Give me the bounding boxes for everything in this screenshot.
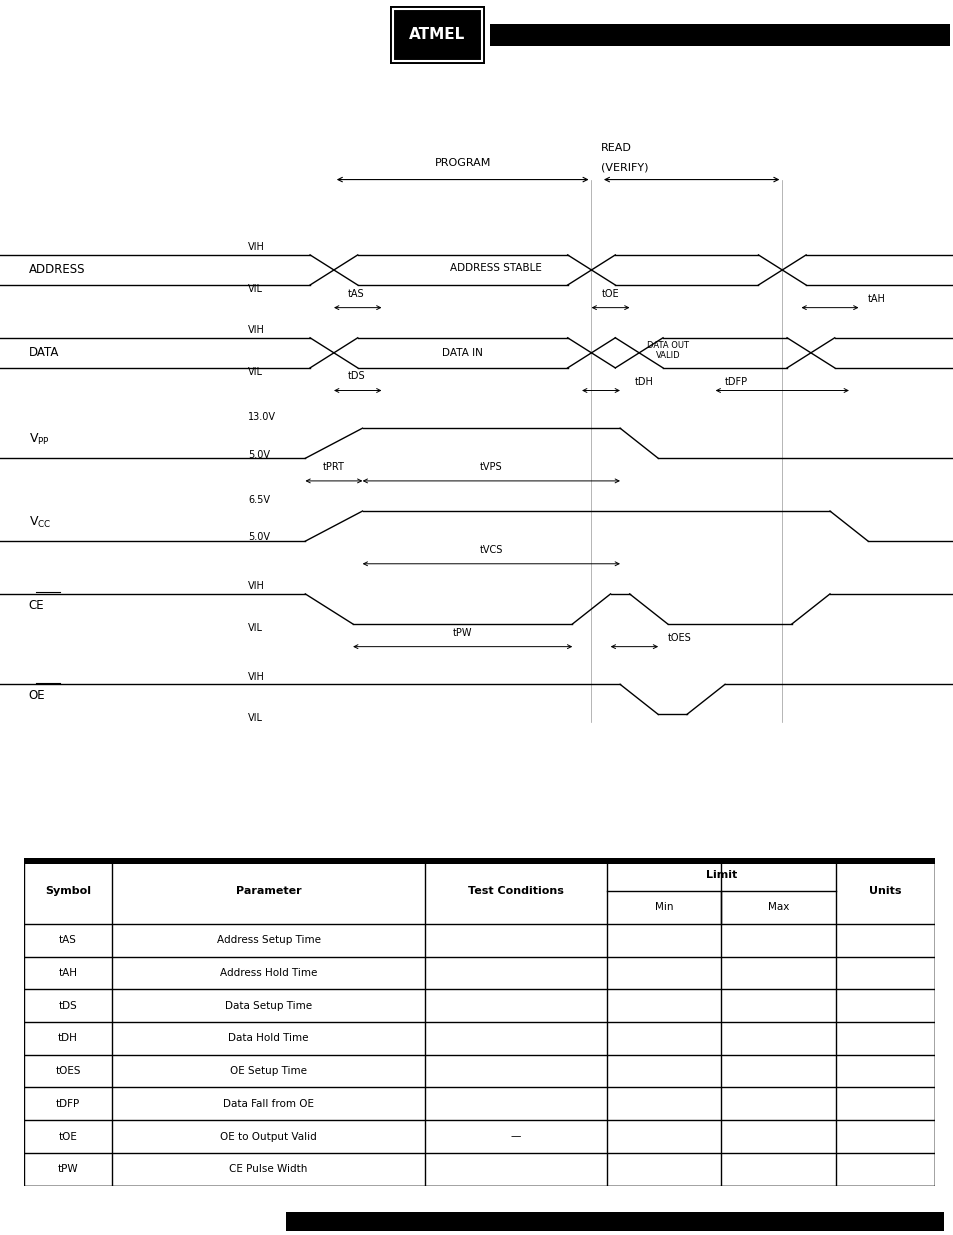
- Text: OE to Output Valid: OE to Output Valid: [220, 1131, 316, 1141]
- Bar: [24, 858, 934, 864]
- Text: —: —: [510, 1131, 520, 1141]
- Text: OE Setup Time: OE Setup Time: [230, 1066, 307, 1076]
- Text: tDS: tDS: [348, 372, 365, 382]
- Text: DATA OUT
VALID: DATA OUT VALID: [646, 341, 688, 361]
- Text: Data Fall from OE: Data Fall from OE: [223, 1099, 314, 1109]
- Text: tOE: tOE: [58, 1131, 77, 1141]
- Text: VIH: VIH: [248, 672, 265, 682]
- Text: (VERIFY): (VERIFY): [600, 162, 648, 172]
- Text: tDS: tDS: [59, 1000, 77, 1010]
- Text: tAS: tAS: [348, 289, 364, 299]
- Text: Data Setup Time: Data Setup Time: [225, 1000, 312, 1010]
- Text: OE: OE: [29, 689, 45, 703]
- Text: Test Conditions: Test Conditions: [467, 885, 563, 897]
- Text: tOES: tOES: [55, 1066, 81, 1076]
- Text: Max: Max: [767, 903, 788, 913]
- Text: Address Hold Time: Address Hold Time: [219, 968, 317, 978]
- Text: VIH: VIH: [248, 242, 265, 252]
- Text: CE: CE: [29, 599, 44, 611]
- Text: VIH: VIH: [248, 325, 265, 335]
- Text: VIL: VIL: [248, 622, 263, 632]
- Text: ATMEL: ATMEL: [409, 27, 465, 42]
- Text: tAH: tAH: [867, 294, 885, 304]
- Text: tPRT: tPRT: [323, 462, 344, 472]
- Text: $\mathregular{V_{CC}}$: $\mathregular{V_{CC}}$: [29, 515, 51, 530]
- Text: tAH: tAH: [58, 968, 77, 978]
- Text: 5.0V: 5.0V: [248, 532, 270, 542]
- Text: tVCS: tVCS: [479, 545, 502, 555]
- Text: VIL: VIL: [248, 714, 263, 724]
- Text: DATA: DATA: [29, 346, 59, 359]
- Text: tAS: tAS: [59, 935, 77, 945]
- Text: Address Setup Time: Address Setup Time: [216, 935, 320, 945]
- Text: tDH: tDH: [634, 377, 653, 387]
- Text: Parameter: Parameter: [235, 885, 301, 897]
- Bar: [393, 9, 481, 61]
- Text: PROGRAM: PROGRAM: [434, 158, 491, 168]
- Text: ADDRESS: ADDRESS: [29, 263, 85, 277]
- Text: tOES: tOES: [667, 632, 691, 643]
- Text: Symbol: Symbol: [45, 885, 91, 897]
- Text: VIL: VIL: [248, 367, 263, 377]
- Bar: [490, 23, 949, 46]
- Text: tDFP: tDFP: [724, 377, 747, 387]
- Text: READ: READ: [600, 143, 631, 153]
- Text: tPW: tPW: [453, 627, 472, 637]
- Text: DATA IN: DATA IN: [442, 348, 482, 358]
- Text: tPW: tPW: [58, 1165, 78, 1174]
- Text: tOE: tOE: [601, 289, 618, 299]
- Text: $\mathregular{V_{PP}}$: $\mathregular{V_{PP}}$: [29, 432, 50, 447]
- Text: Units: Units: [868, 885, 901, 897]
- Text: Min: Min: [655, 903, 673, 913]
- Text: Limit: Limit: [705, 869, 737, 879]
- Bar: [390, 6, 484, 64]
- Text: CE Pulse Width: CE Pulse Width: [229, 1165, 308, 1174]
- Text: 5.0V: 5.0V: [248, 450, 270, 459]
- Text: 13.0V: 13.0V: [248, 412, 275, 422]
- Text: ADDRESS STABLE: ADDRESS STABLE: [450, 263, 541, 273]
- Text: tVPS: tVPS: [479, 462, 502, 472]
- Text: VIH: VIH: [248, 582, 265, 592]
- Text: Data Hold Time: Data Hold Time: [228, 1034, 309, 1044]
- Text: tDFP: tDFP: [56, 1099, 80, 1109]
- Text: VIL: VIL: [248, 284, 263, 294]
- Text: tDH: tDH: [58, 1034, 78, 1044]
- Text: 6.5V: 6.5V: [248, 495, 270, 505]
